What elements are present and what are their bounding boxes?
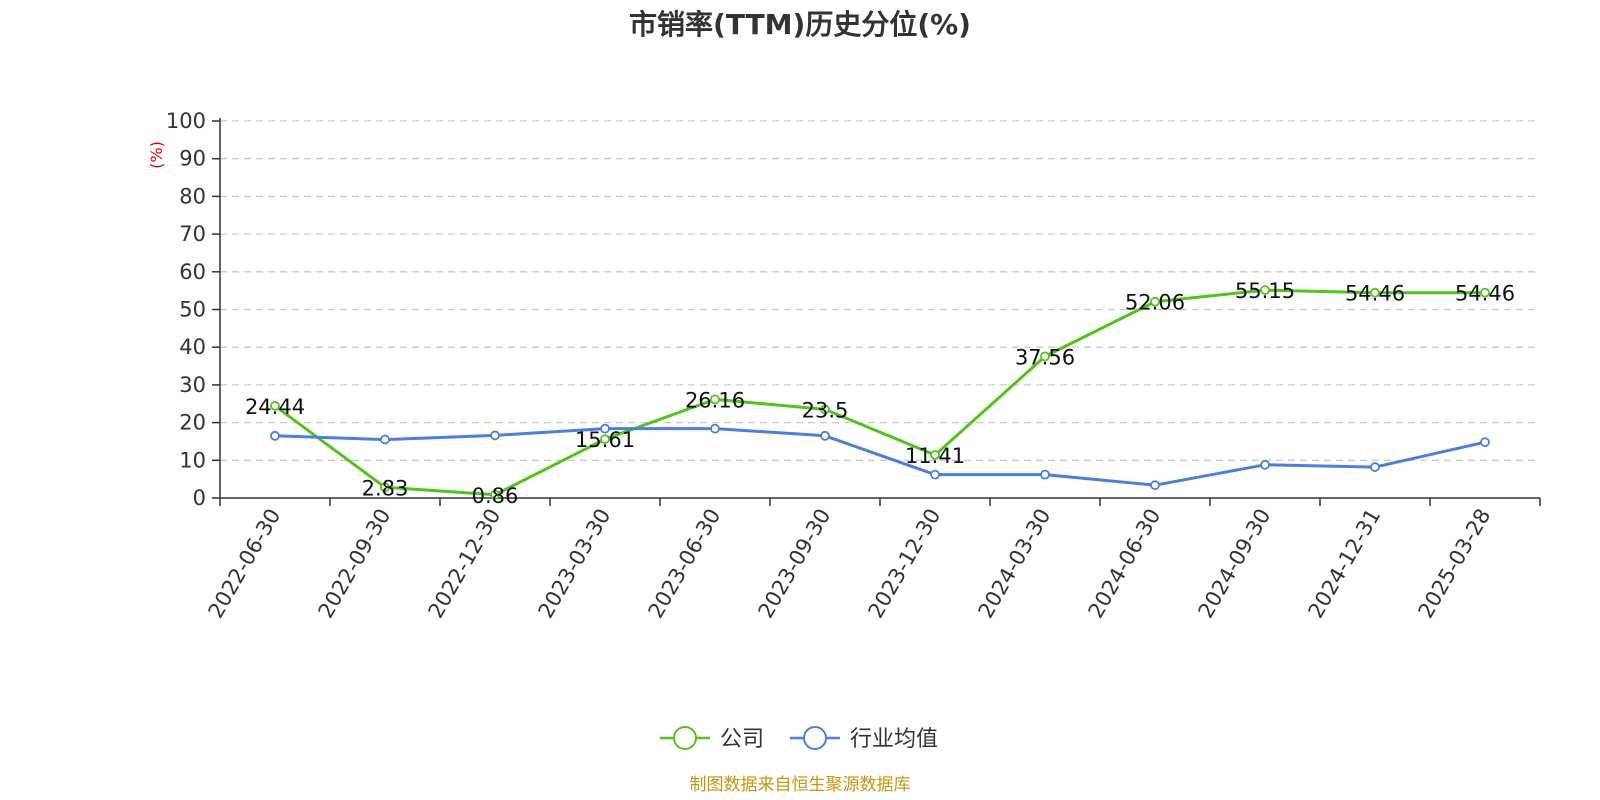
- y-tick-label: 90: [179, 147, 206, 171]
- data-point: [600, 423, 610, 434]
- data-label: 0.86: [472, 484, 519, 508]
- x-tick-label: 2022-12-30: [424, 505, 506, 623]
- x-tick-label: 2024-12-31: [1304, 505, 1386, 623]
- y-tick-label: 50: [179, 298, 206, 322]
- x-tick-label: 2023-09-30: [754, 505, 836, 623]
- series-company: [270, 285, 1490, 500]
- data-point: [490, 489, 500, 500]
- legend-marker: [673, 726, 697, 750]
- data-point: [270, 430, 280, 441]
- data-point: [380, 434, 390, 445]
- data-point: [270, 400, 280, 411]
- series-industry-average: [270, 423, 1490, 491]
- data-label: 11.41: [905, 444, 965, 468]
- x-tick-label: 2022-06-30: [204, 505, 286, 623]
- data-label: 24.44: [245, 395, 305, 419]
- data-point: [1480, 437, 1490, 448]
- y-tick-label: 30: [179, 373, 206, 397]
- grid-lines: [220, 120, 1540, 461]
- data-point: [1040, 351, 1050, 362]
- data-point: [930, 469, 940, 480]
- data-point: [1370, 287, 1380, 298]
- data-label: 23.5: [802, 398, 849, 422]
- x-tick-label: 2023-06-30: [644, 505, 726, 623]
- legend: 公司 行业均值: [660, 726, 938, 752]
- y-tick-label: 40: [179, 335, 206, 359]
- source-note: 制图数据来自恒生聚源数据库: [690, 775, 911, 795]
- y-tick-label: 60: [179, 260, 206, 284]
- data-point: [1370, 462, 1380, 472]
- y-tick-label: 100: [166, 109, 206, 133]
- data-point: [490, 430, 500, 441]
- data-point: [600, 434, 610, 445]
- x-tick-label: 2025-03-28: [1414, 505, 1496, 623]
- data-label: 15.61: [575, 428, 635, 452]
- x-tick-label: 2024-06-30: [1084, 505, 1166, 623]
- y-tick-label: 80: [179, 184, 206, 208]
- data-label: 26.16: [685, 388, 745, 412]
- series-line: [274, 288, 1485, 497]
- series-line: [274, 427, 1486, 487]
- data-point: [1040, 469, 1050, 480]
- data-point: [710, 394, 720, 405]
- legend-marker: [803, 726, 827, 750]
- data-point: [1150, 296, 1160, 307]
- data-label: 37.56: [1015, 345, 1075, 369]
- x-tick-label: 2022-09-30: [314, 505, 396, 623]
- x-tick-label: 2024-03-30: [974, 505, 1056, 623]
- x-tick-label: 2023-12-30: [864, 505, 946, 623]
- y-tick-label: 70: [179, 222, 206, 246]
- data-point: [820, 430, 830, 441]
- data-point: [1150, 480, 1160, 491]
- data-point: [1480, 287, 1490, 298]
- x-tick-label: 2023-03-30: [534, 505, 616, 623]
- legend-item-industry-average: 行业均值: [790, 726, 938, 752]
- data-label: 54.46: [1345, 282, 1405, 306]
- data-label: 54.46: [1455, 282, 1515, 306]
- data-point: [1260, 459, 1270, 470]
- data-labels: 24.44 2.83 0.86 15.61 26.16 23.5 11.41 37.56 52.…: [245, 279, 1515, 508]
- data-point: [930, 450, 940, 460]
- legend-label: 行业均值: [850, 727, 938, 752]
- data-point: [820, 404, 830, 415]
- data-label: 2.83: [362, 476, 409, 500]
- legend-item-company: 公司: [660, 726, 764, 752]
- x-tick-label: 2024-09-30: [1194, 505, 1276, 623]
- y-tick-label: 10: [179, 448, 206, 472]
- data-point: [1260, 285, 1270, 295]
- data-point: [710, 423, 720, 434]
- y-axis-unit: (%): [147, 141, 166, 169]
- data-point: [380, 482, 390, 493]
- legend-label: 公司: [720, 727, 764, 752]
- chart-title: 市销率(TTM)历史分位(%): [629, 8, 971, 41]
- data-label: 52.06: [1125, 291, 1185, 315]
- data-label: 55.15: [1235, 279, 1295, 303]
- series-lines: [270, 285, 1490, 500]
- y-tick-label: 0: [193, 486, 206, 510]
- axes: 0 10 20 30 40 50 60 70 80 90 100 2022-06-30 2022-09-…: [166, 109, 1541, 623]
- y-tick-label: 20: [179, 411, 206, 435]
